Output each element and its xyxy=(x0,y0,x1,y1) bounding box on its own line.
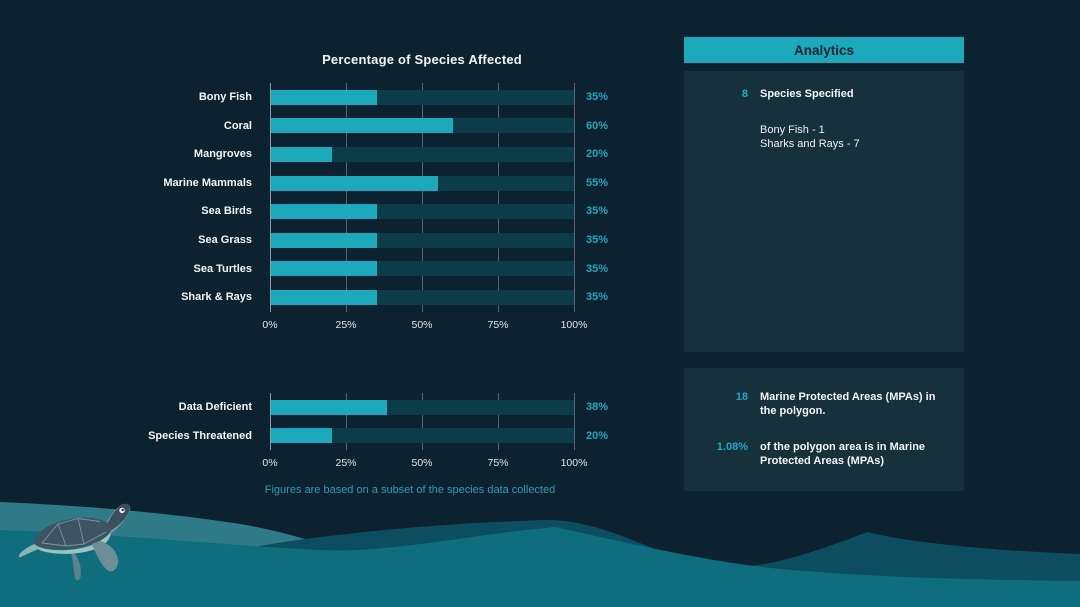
bar-row: Coral 60% xyxy=(224,112,608,141)
analytics-title: Analytics xyxy=(793,42,855,58)
category-label: Coral xyxy=(223,119,252,132)
x-tick-label: 100% xyxy=(560,457,588,470)
bar-row: Marine Mammals 55% xyxy=(163,169,608,198)
mpa-count-value: 18 xyxy=(735,391,748,403)
gridline xyxy=(574,393,575,451)
value-label: 35% xyxy=(586,262,609,275)
value-label: 60% xyxy=(586,119,609,132)
bar xyxy=(271,204,378,220)
turtle-rear-flipper xyxy=(71,552,81,581)
species-affected-bar-chart: 0% 25% 50% 75% 100% Bony Fish 35% Coral 60% Mangr… xyxy=(0,83,660,343)
category-label: Mangroves xyxy=(193,148,252,161)
turtle-front-flipper xyxy=(91,538,119,572)
wave-back-dark xyxy=(150,519,1080,607)
bar xyxy=(271,89,378,105)
x-tick-label: 50% xyxy=(411,318,433,331)
category-label: Marine Mammals xyxy=(163,176,252,189)
bar-row: Bony Fish 35% xyxy=(199,83,608,112)
mpa-panel: 18 Marine Protected Areas (MPAs) in the … xyxy=(684,368,964,491)
x-tick-label: 25% xyxy=(335,318,357,331)
turtle-plastron xyxy=(37,531,111,554)
x-tick-label: 75% xyxy=(487,318,509,331)
mpa-count-label: Marine Protected Areas (MPAs) in the pol… xyxy=(760,391,936,417)
mpa-area-row: 1.08% of the polygon area is in Marine P… xyxy=(704,440,946,468)
x-tick-label: 50% xyxy=(411,457,433,470)
bar-row: Species Threatened 20% xyxy=(148,422,608,451)
turtle-pupil xyxy=(121,508,124,512)
x-tick-label: 75% xyxy=(487,457,509,470)
x-tick-label: 25% xyxy=(335,457,357,470)
bar-track xyxy=(271,146,574,162)
turtle-head xyxy=(102,503,131,537)
value-label: 20% xyxy=(586,148,609,161)
wave-front xyxy=(0,527,1080,607)
bar xyxy=(271,232,378,248)
gridline xyxy=(346,83,347,312)
x-tick-label: 0% xyxy=(262,318,278,331)
species-breakdown: Bony Fish - 1 Sharks and Rays - 7 xyxy=(760,123,946,151)
gridline xyxy=(574,83,575,312)
chart-footnote: Figures are based on a subset of the spe… xyxy=(264,484,556,496)
species-specified-panel: 8 Species Specified Bony Fish - 1 Sharks… xyxy=(684,71,964,352)
category-label: Shark & Rays xyxy=(181,291,252,304)
turtle-shell-pattern xyxy=(41,518,107,547)
species-breakdown-line: Sharks and Rays - 7 xyxy=(760,138,860,150)
bar xyxy=(271,289,378,305)
category-label: Sea Birds xyxy=(201,205,252,218)
chart-title: Percentage of Species Affected xyxy=(322,52,522,67)
mpa-count-row: 18 Marine Protected Areas (MPAs) in the … xyxy=(704,390,946,418)
species-count-value: 8 xyxy=(741,88,748,100)
value-label: 35% xyxy=(586,234,609,246)
turtle-eye xyxy=(119,507,125,514)
species-count-label: Species Specified xyxy=(760,88,854,100)
gridline xyxy=(422,83,423,312)
bar xyxy=(271,175,439,191)
x-tick-label: 0% xyxy=(262,457,278,470)
bar xyxy=(271,118,454,134)
chart-plot-area: 0% 25% 50% 75% 100% Bony Fish 35% Coral 60% Mangr… xyxy=(163,83,608,331)
gridline xyxy=(498,83,499,312)
bar-track xyxy=(271,428,574,444)
bar-row: Mangroves 20% xyxy=(194,140,608,169)
gridline xyxy=(498,393,499,451)
value-label: 35% xyxy=(586,205,609,218)
y-axis-line xyxy=(270,83,271,312)
threat-status-bar-chart: 0% 25% 50% 75% 100% Data Deficient 38% Species … xyxy=(0,393,660,483)
value-label: 20% xyxy=(586,429,609,442)
bar xyxy=(271,428,332,444)
species-breakdown-line: Bony Fish - 1 xyxy=(760,124,825,136)
bar-row: Sea Grass 35% xyxy=(198,226,608,255)
chart-plot-area: 0% 25% 50% 75% 100% Data Deficient 38% Species … xyxy=(148,393,608,469)
x-tick-label: 100% xyxy=(560,318,588,331)
category-label: Species Threatened xyxy=(148,429,252,442)
turtle-shell xyxy=(33,517,112,550)
category-label: Bony Fish xyxy=(198,91,252,103)
gridline xyxy=(422,393,423,451)
sea-turtle-illustration xyxy=(18,503,131,581)
value-label: 38% xyxy=(586,401,609,413)
wave-back-light xyxy=(0,502,420,607)
value-label: 35% xyxy=(586,91,609,103)
category-label: Data Deficient xyxy=(178,401,252,413)
analytics-header: Analytics xyxy=(684,37,964,63)
bar-row: Shark & Rays 35% xyxy=(181,283,608,312)
mpa-area-label: of the polygon area is in Marine Protect… xyxy=(760,441,926,467)
value-label: 35% xyxy=(586,291,609,304)
bar xyxy=(271,261,378,277)
bar xyxy=(271,146,332,162)
gridline xyxy=(346,393,347,451)
category-label: Sea Turtles xyxy=(193,262,253,275)
bar-row: Data Deficient 38% xyxy=(179,393,608,422)
category-label: Sea Grass xyxy=(198,234,252,246)
y-axis-line xyxy=(270,393,271,451)
species-count-row: 8 Species Specified xyxy=(704,87,946,101)
bar-row: Sea Birds 35% xyxy=(201,197,608,226)
value-label: 55% xyxy=(586,176,609,189)
mpa-area-value: 1.08% xyxy=(716,441,748,453)
turtle-left-flipper xyxy=(18,541,48,558)
bar xyxy=(271,399,387,415)
bar-row: Sea Turtles 35% xyxy=(194,255,608,284)
turtle-head-cap xyxy=(104,503,130,533)
